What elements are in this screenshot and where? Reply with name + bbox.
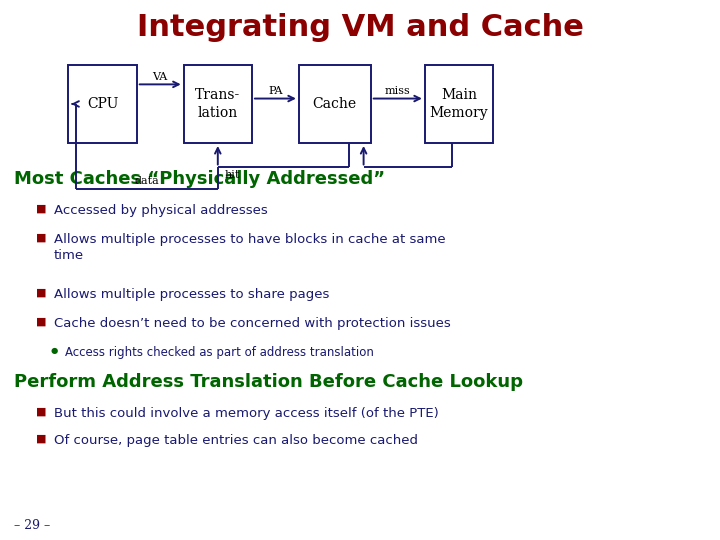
Text: Perform Address Translation Before Cache Lookup: Perform Address Translation Before Cache… [14, 373, 523, 391]
Text: Allows multiple processes to share pages: Allows multiple processes to share pages [54, 288, 329, 301]
Bar [68, 65, 137, 143]
Text: ■: ■ [36, 407, 47, 417]
Text: hit: hit [225, 170, 240, 180]
Text: ■: ■ [36, 288, 47, 298]
Text: PA: PA [268, 86, 283, 96]
Text: Most Caches “Physically Addressed”: Most Caches “Physically Addressed” [14, 170, 385, 188]
Text: Access rights checked as part of address translation: Access rights checked as part of address… [65, 346, 374, 359]
Text: Of course, page table entries can also become cached: Of course, page table entries can also b… [54, 434, 418, 447]
Text: ■: ■ [36, 434, 47, 444]
Text: Cache: Cache [312, 97, 357, 111]
Text: Allows multiple processes to have blocks in cache at same
time: Allows multiple processes to have blocks… [54, 233, 446, 262]
Text: – 29 –: – 29 – [14, 519, 50, 532]
Text: Cache doesn’t need to be concerned with protection issues: Cache doesn’t need to be concerned with … [54, 317, 451, 330]
Text: VA: VA [153, 72, 168, 82]
Text: Integrating VM and Cache: Integrating VM and Cache [137, 14, 583, 43]
Text: data: data [135, 176, 159, 186]
Text: ■: ■ [36, 317, 47, 327]
Text: miss: miss [385, 86, 410, 96]
Text: Trans-
lation: Trans- lation [195, 89, 240, 119]
Text: Accessed by physical addresses: Accessed by physical addresses [54, 204, 268, 217]
Text: But this could involve a memory access itself (of the PTE): But this could involve a memory access i… [54, 407, 438, 420]
Bar [425, 65, 493, 143]
Text: ■: ■ [36, 233, 47, 243]
Text: CPU: CPU [87, 97, 118, 111]
Text: ●: ● [50, 346, 58, 355]
Bar [184, 65, 252, 143]
Text: Main
Memory: Main Memory [430, 89, 488, 119]
Bar [299, 65, 371, 143]
Text: ■: ■ [36, 204, 47, 214]
